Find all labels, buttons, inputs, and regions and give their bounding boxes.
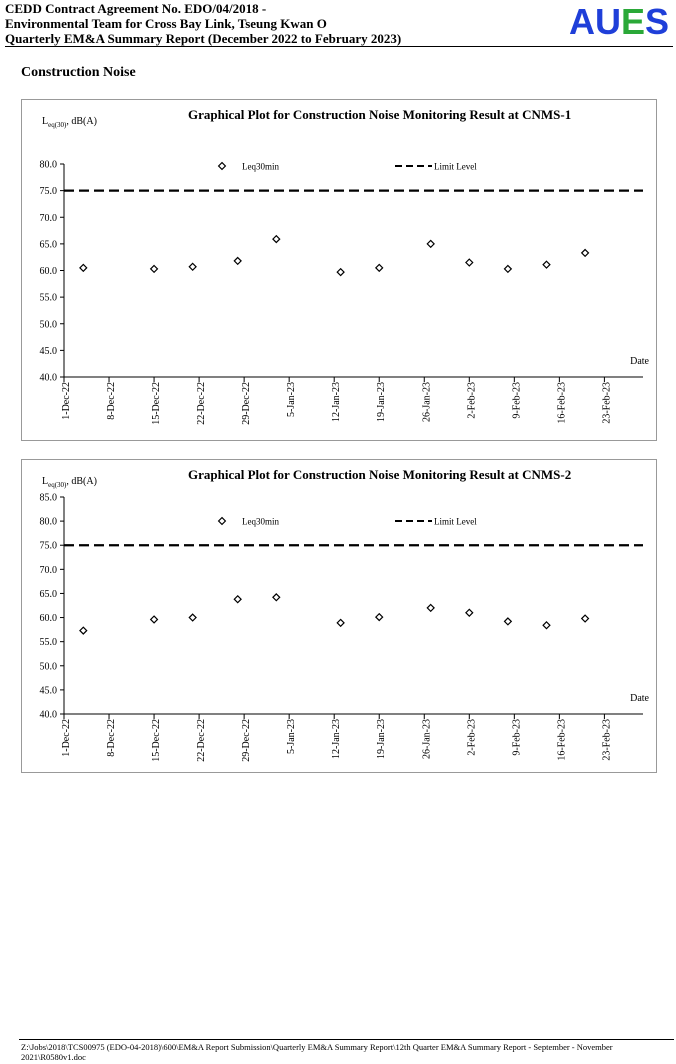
legend-label-limit-level: Limit Level <box>434 162 477 172</box>
data-point-leq30min <box>374 612 384 622</box>
data-point-leq30min <box>580 614 590 623</box>
section-title: Construction Noise <box>21 65 136 80</box>
x-tick-label: 1-Dec-22 <box>61 382 72 420</box>
data-point-leq30min <box>272 234 281 244</box>
footer-file-path: Z:\Jobs\2018\TCS00975 (EDO-04-2018)\600\… <box>21 1042 613 1062</box>
x-tick-label: 23-Feb-23 <box>601 382 612 424</box>
data-point-leq30min <box>272 593 281 602</box>
data-point-leq30min <box>79 263 88 273</box>
y-tick-label: 45.0 <box>40 346 58 357</box>
y-tick-label: 60.0 <box>40 266 58 277</box>
data-point-leq30min <box>233 256 242 266</box>
logo-letter: E <box>620 1 645 42</box>
y-tick-label: 55.0 <box>40 637 58 648</box>
data-point-leq30min <box>465 258 474 267</box>
data-point-leq30min <box>465 608 474 617</box>
x-tick-label: 22-Dec-22 <box>196 382 207 425</box>
y-tick-label: 45.0 <box>40 685 58 696</box>
legend-marker-leq30min <box>217 161 227 171</box>
data-point-leq30min <box>149 264 159 274</box>
x-tick-label: 16-Feb-23 <box>556 719 567 761</box>
chart-title: Graphical Plot for Construction Noise Mo… <box>188 107 571 122</box>
data-point-leq30min <box>336 618 345 628</box>
y-tick-label: 40.0 <box>40 710 58 721</box>
legend-label-limit-level: Limit Level <box>434 517 477 527</box>
x-tick-label: 23-Feb-23 <box>601 719 612 761</box>
data-point-leq30min <box>149 615 159 624</box>
y-tick-label: 80.0 <box>40 160 58 171</box>
y-tick-label: 85.0 <box>40 493 58 504</box>
x-tick-label: 26-Jan-23 <box>421 719 432 759</box>
header-text: CEDD Contract Agreement No. EDO/04/2018 … <box>5 1 401 46</box>
data-point-leq30min <box>503 264 513 274</box>
x-tick-label: 2-Feb-23 <box>466 382 477 419</box>
header-line-team: Environmental Team for Cross Bay Link, T… <box>5 16 327 31</box>
x-tick-label: 8-Dec-22 <box>106 719 117 757</box>
x-tick-label: 12-Jan-23 <box>331 382 342 422</box>
x-tick-label: 26-Jan-23 <box>421 382 432 422</box>
y-tick-label: 65.0 <box>40 239 58 250</box>
y-tick-label: 70.0 <box>40 565 58 576</box>
y-tick-label: 75.0 <box>40 186 58 197</box>
x-tick-label: 8-Dec-22 <box>106 382 117 420</box>
footer-divider <box>19 1039 674 1040</box>
x-axis-label: Date <box>630 693 649 704</box>
x-tick-label: 12-Jan-23 <box>331 719 342 759</box>
logo-letter: A <box>568 1 595 42</box>
y-tick-label: 50.0 <box>40 661 58 672</box>
y-tick-label: 40.0 <box>40 373 58 384</box>
x-tick-label: 19-Jan-23 <box>376 382 387 422</box>
x-tick-label: 29-Dec-22 <box>241 719 252 762</box>
x-tick-label: 1-Dec-22 <box>61 719 72 757</box>
chart-title: Graphical Plot for Construction Noise Mo… <box>188 467 571 482</box>
x-tick-label: 9-Feb-23 <box>511 719 522 756</box>
x-tick-label: 22-Dec-22 <box>196 719 207 762</box>
y-axis-label: Leq(30), dB(A) <box>42 476 97 489</box>
data-point-leq30min <box>336 267 345 277</box>
data-point-leq30min <box>542 621 551 630</box>
y-tick-label: 80.0 <box>40 517 58 528</box>
data-point-leq30min <box>233 594 242 604</box>
y-tick-label: 60.0 <box>40 613 58 624</box>
report-header: CEDD Contract Agreement No. EDO/04/2018 … <box>5 1 673 47</box>
y-tick-label: 70.0 <box>40 213 58 224</box>
data-point-leq30min <box>188 262 197 272</box>
header-divider <box>5 46 673 47</box>
legend-label-leq30min: Leq30min <box>242 517 279 527</box>
header-line-contract: CEDD Contract Agreement No. EDO/04/2018 … <box>5 1 267 16</box>
header-line-report: Quarterly EM&A Summary Report (December … <box>5 31 402 46</box>
y-tick-label: 75.0 <box>40 541 58 552</box>
logo-letter: S <box>644 1 669 42</box>
y-tick-label: 50.0 <box>40 319 58 330</box>
aues-logo: AUES <box>569 2 669 42</box>
x-tick-label: 16-Feb-23 <box>556 382 567 424</box>
data-point-leq30min <box>542 260 551 269</box>
data-point-leq30min <box>503 617 513 626</box>
x-tick-label: 29-Dec-22 <box>241 382 252 425</box>
chart-svg: Graphical Plot for Construction Noise Mo… <box>40 467 650 762</box>
x-tick-label: 2-Feb-23 <box>466 719 477 756</box>
data-point-leq30min <box>188 613 197 622</box>
data-point-leq30min <box>580 248 590 258</box>
data-point-leq30min <box>426 603 435 613</box>
chart-cnms-1: Graphical Plot for Construction Noise Mo… <box>21 99 657 441</box>
x-tick-label: 15-Dec-22 <box>151 719 162 762</box>
y-axis-label: Leq(30), dB(A) <box>42 116 97 129</box>
x-axis-label: Date <box>630 356 649 367</box>
chart-svg: Graphical Plot for Construction Noise Mo… <box>40 107 650 425</box>
logo-letter: U <box>594 1 621 42</box>
y-tick-label: 55.0 <box>40 293 58 304</box>
x-tick-label: 5-Jan-23 <box>286 382 297 417</box>
data-point-leq30min <box>426 239 435 249</box>
x-tick-label: 19-Jan-23 <box>376 719 387 759</box>
x-tick-label: 5-Jan-23 <box>286 719 297 754</box>
chart-cnms-2: Graphical Plot for Construction Noise Mo… <box>21 459 657 773</box>
x-tick-label: 15-Dec-22 <box>151 382 162 425</box>
data-point-leq30min <box>374 263 384 273</box>
data-point-leq30min <box>79 626 88 635</box>
x-tick-label: 9-Feb-23 <box>511 382 522 419</box>
legend-marker-leq30min <box>217 516 227 526</box>
y-tick-label: 65.0 <box>40 589 58 600</box>
legend-label-leq30min: Leq30min <box>242 162 279 172</box>
